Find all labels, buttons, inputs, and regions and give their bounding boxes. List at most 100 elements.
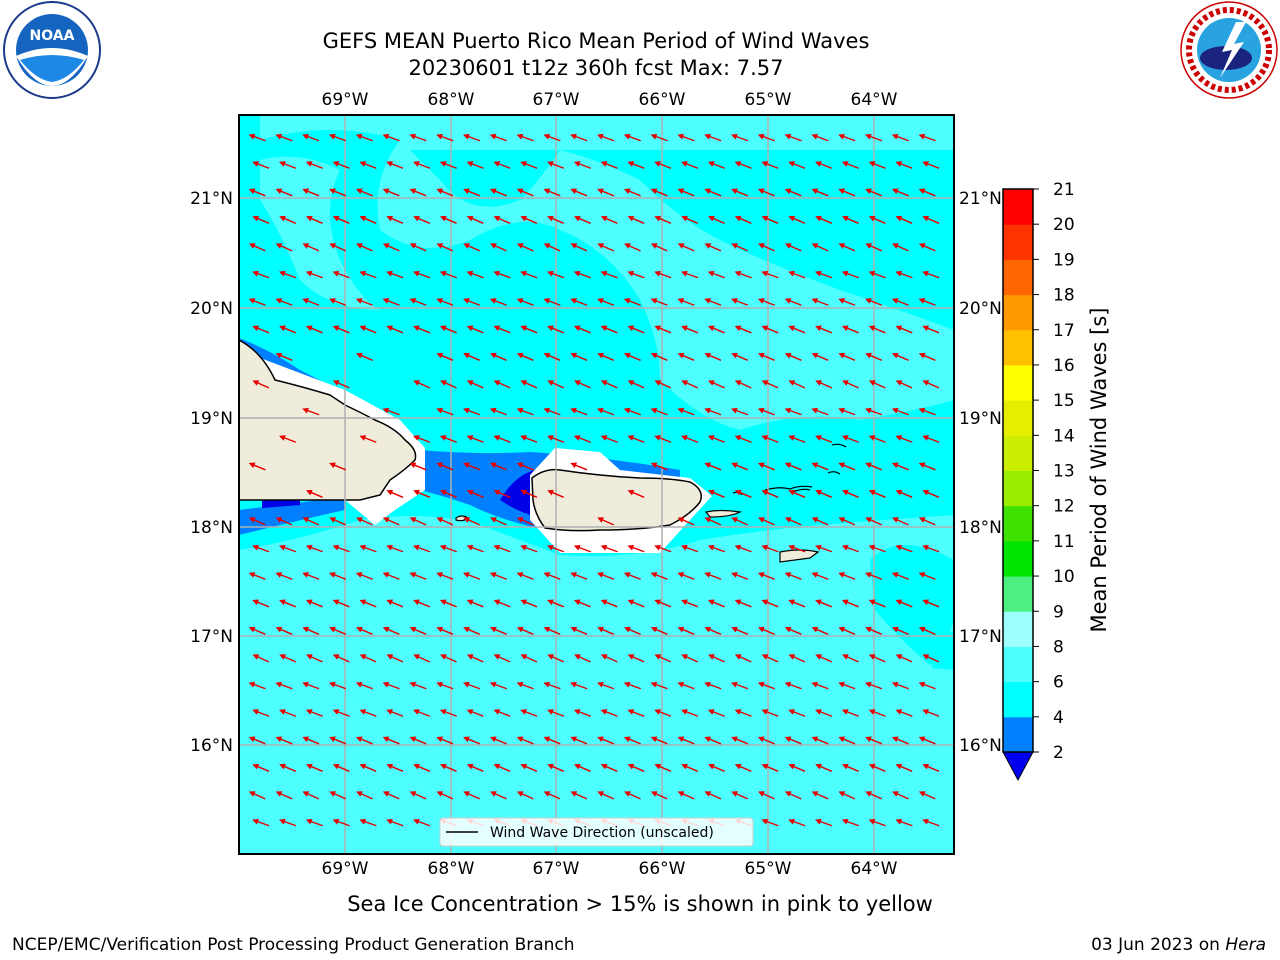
wind-arrow bbox=[543, 736, 561, 745]
wind-arrow bbox=[815, 270, 833, 279]
wind-arrow bbox=[547, 161, 565, 169]
wind-arrow bbox=[439, 215, 457, 224]
wind-arrow bbox=[677, 517, 695, 526]
wind-arrow bbox=[623, 298, 641, 306]
wind-arrow bbox=[574, 380, 591, 389]
lon-label: 66°W bbox=[639, 90, 686, 110]
wind-arrow bbox=[386, 270, 404, 279]
wind-arrow bbox=[516, 681, 534, 690]
wind-arrow bbox=[439, 709, 457, 717]
wind-arrow bbox=[275, 298, 293, 306]
wind-arrow bbox=[543, 298, 561, 306]
wind-arrow bbox=[681, 161, 699, 169]
wind-arrow bbox=[600, 599, 618, 608]
wind-arrow bbox=[838, 626, 856, 635]
wind-arrow bbox=[922, 709, 940, 717]
wind-arrow bbox=[761, 325, 779, 334]
colorbar-cell bbox=[1003, 540, 1033, 577]
colorbar-cell bbox=[1003, 576, 1033, 612]
wind-arrow bbox=[677, 572, 695, 580]
wind-arrow bbox=[731, 736, 749, 745]
wind-arrow bbox=[707, 270, 725, 279]
wind-arrow bbox=[436, 462, 454, 471]
wind-arrow bbox=[681, 763, 699, 772]
wind-arrow bbox=[597, 133, 615, 142]
wind-arrow bbox=[600, 435, 618, 443]
wind-arrow bbox=[386, 161, 404, 169]
wind-arrow bbox=[788, 489, 806, 498]
wind-arrow bbox=[573, 215, 591, 224]
wind-arrow bbox=[597, 352, 615, 361]
wind-arrow bbox=[704, 133, 722, 142]
wind-arrow bbox=[815, 654, 832, 663]
wind-arrow bbox=[600, 654, 618, 663]
chart-subtitle: 20230601 t12z 360h fcst Max: 7.57 bbox=[409, 56, 784, 80]
wind-arrow bbox=[865, 133, 883, 142]
wind-arrow bbox=[332, 325, 350, 334]
wind-arrow bbox=[302, 626, 320, 635]
wind-arrow bbox=[436, 243, 454, 252]
wind-arrow bbox=[761, 544, 779, 553]
wind-arrow bbox=[761, 709, 779, 717]
wind-arrow bbox=[627, 215, 645, 224]
wind-arrow bbox=[520, 215, 538, 224]
wind-arrow bbox=[493, 380, 511, 389]
colorbar-cell bbox=[1003, 611, 1033, 647]
wind-arrow bbox=[520, 763, 538, 772]
wind-arrow bbox=[493, 325, 511, 334]
wind-arrow bbox=[413, 215, 431, 224]
wind-arrow bbox=[627, 599, 645, 608]
wind-arrow bbox=[597, 572, 615, 580]
wind-arrow bbox=[248, 791, 266, 800]
wind-arrow bbox=[543, 243, 561, 252]
wind-arrow bbox=[681, 709, 699, 717]
wind-arrow bbox=[868, 489, 886, 498]
wind-arrow bbox=[918, 407, 936, 416]
wind-arrow bbox=[302, 298, 320, 306]
wind-arrow bbox=[329, 791, 346, 800]
land-hispaniola bbox=[239, 339, 417, 501]
wind-arrow bbox=[466, 544, 484, 553]
wind-arrow bbox=[600, 270, 618, 279]
wind-arrow bbox=[332, 544, 350, 553]
wind-arrow bbox=[329, 462, 347, 471]
wind-arrow bbox=[623, 352, 641, 361]
wind-arrow bbox=[573, 435, 591, 443]
wind-arrow bbox=[757, 462, 775, 471]
wind-arrow bbox=[895, 380, 913, 389]
wind-arrow bbox=[493, 599, 511, 608]
wind-arrow bbox=[409, 736, 427, 745]
wind-arrow bbox=[516, 188, 534, 197]
wind-arrow bbox=[677, 626, 695, 635]
wind-arrow bbox=[895, 325, 913, 334]
wind-arrow bbox=[681, 544, 699, 553]
wind-arrow bbox=[918, 298, 936, 306]
wind-arrow bbox=[463, 298, 481, 306]
wind-arrow bbox=[275, 352, 293, 361]
wind-arrow bbox=[386, 325, 404, 334]
wind-arrow bbox=[489, 626, 507, 635]
wind-arrow bbox=[815, 215, 833, 224]
wind-arrow bbox=[865, 791, 882, 800]
wind-arrow bbox=[865, 736, 883, 745]
wind-arrow bbox=[305, 161, 323, 169]
wind-arrow bbox=[329, 188, 347, 197]
wind-arrow bbox=[707, 435, 725, 443]
wind-arrow bbox=[279, 215, 297, 224]
wind-arrow bbox=[436, 626, 454, 635]
wind-arrow bbox=[305, 325, 323, 334]
wind-arrow bbox=[841, 544, 859, 553]
wind-arrow bbox=[409, 243, 427, 252]
lon-label: 67°W bbox=[533, 859, 580, 879]
wind-arrow bbox=[439, 599, 457, 608]
lon-label: 68°W bbox=[428, 90, 475, 110]
wind-arrow bbox=[520, 380, 538, 389]
lon-label: 64°W bbox=[851, 90, 898, 110]
wind-arrow bbox=[279, 325, 297, 334]
wind-arrow bbox=[439, 161, 457, 169]
wind-arrow bbox=[248, 133, 266, 142]
wind-arrow bbox=[895, 599, 913, 608]
wind-arrow bbox=[597, 298, 615, 306]
lat-label: 19°N bbox=[190, 409, 233, 429]
